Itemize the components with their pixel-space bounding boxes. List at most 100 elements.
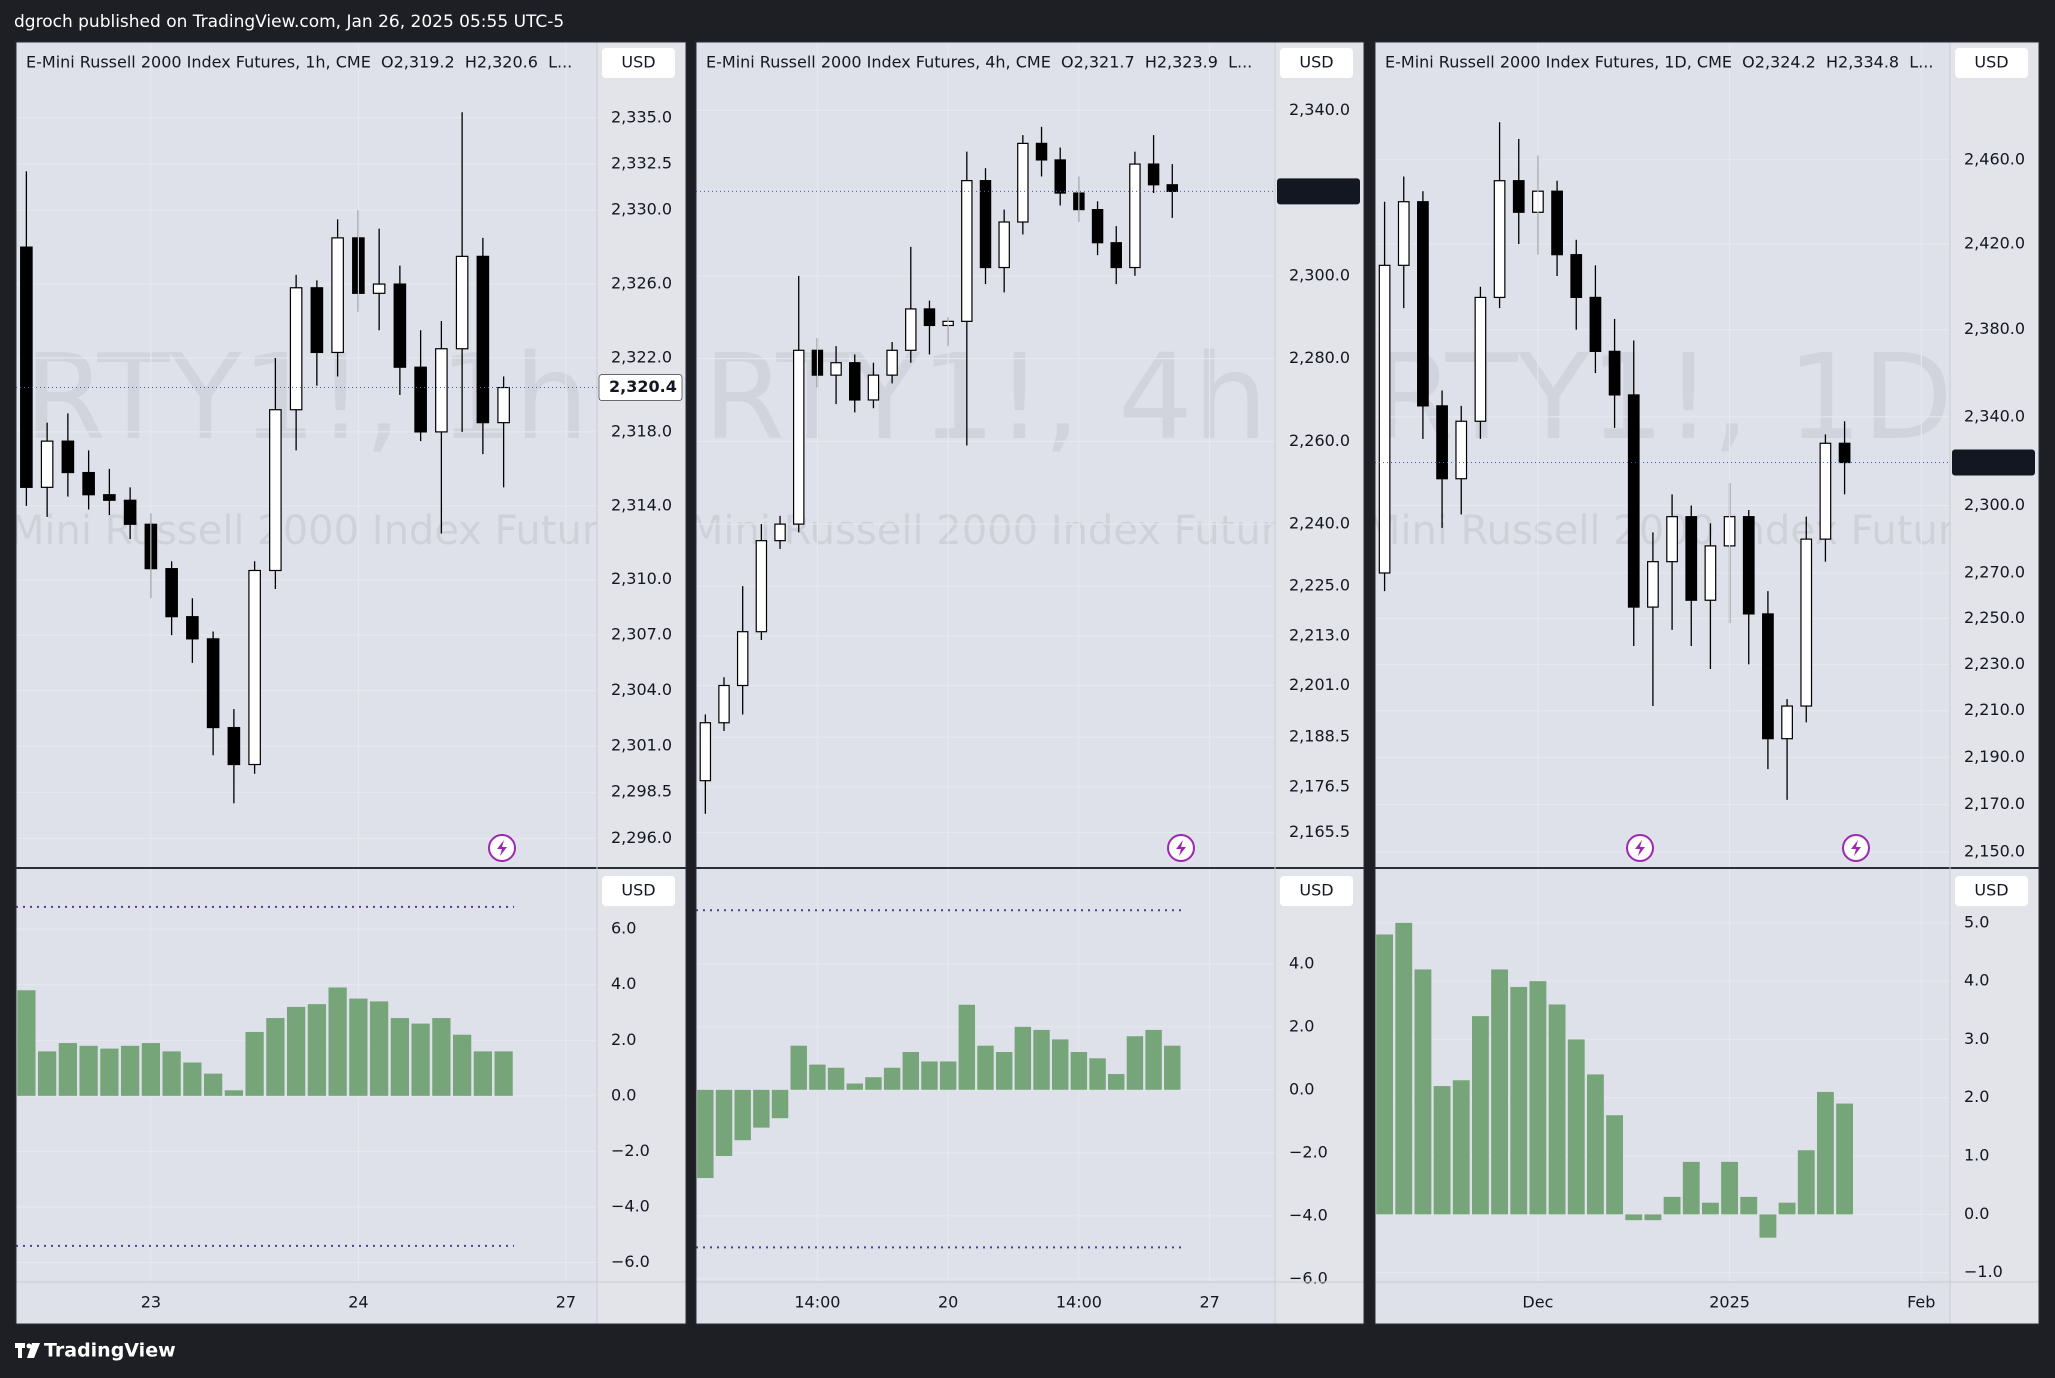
candle-body — [1474, 296, 1487, 422]
y-tick-label: 2.0 — [1289, 1016, 1314, 1035]
y-tick-label: 2,230.0 — [1964, 654, 2025, 673]
histogram-bar — [715, 1089, 733, 1156]
candle-body — [1455, 420, 1468, 480]
candle-body — [435, 348, 448, 433]
candle-body — [830, 362, 842, 376]
y-tick-label: 2,301.0 — [611, 736, 672, 755]
candle-body — [849, 362, 861, 401]
histogram-bar — [1510, 986, 1528, 1215]
histogram-bar — [1126, 1036, 1144, 1090]
plot-background — [1375, 42, 1950, 1324]
histogram-bar — [846, 1083, 863, 1090]
histogram-bar — [1625, 1214, 1643, 1221]
currency-badge — [1280, 876, 1353, 906]
currency-label: USD — [621, 53, 655, 72]
candle-body — [1493, 180, 1506, 299]
candle-body — [414, 366, 427, 433]
histogram-bar — [1778, 1202, 1796, 1215]
candle-body — [961, 180, 973, 322]
histogram-bar — [1070, 1052, 1088, 1090]
candle-body — [1742, 516, 1755, 615]
candle-body — [310, 287, 324, 354]
y-tick-label: 3.0 — [1964, 1029, 1989, 1048]
y-tick-label: 2,210.0 — [1964, 700, 2025, 719]
histogram-bar — [120, 1045, 140, 1096]
watermark-subtitle: E-Mini Russell 2000 Index Futures — [649, 508, 1322, 554]
y-tick-label: 2,201.0 — [1289, 675, 1350, 694]
currency-label: USD — [621, 881, 655, 900]
x-tick-label: 2025 — [1709, 1293, 1750, 1312]
y-tick-label: 4.0 — [1289, 953, 1314, 972]
price-pane: RTY1!, 1h E-Mini Russell 2000 Index Futur… — [0, 112, 643, 839]
histogram-bar — [1491, 969, 1509, 1215]
x-tick-label: 27 — [556, 1293, 576, 1312]
panel-frame — [15, 41, 687, 1325]
y-tick-label: 0.0 — [1289, 1079, 1314, 1098]
y-tick-label: 2.0 — [1964, 1087, 1989, 1106]
y-tick-label: 0.0 — [1964, 1204, 1989, 1223]
x-tick-label: 14:00 — [1056, 1293, 1102, 1312]
x-tick-label: Feb — [1907, 1293, 1935, 1312]
candle-body — [289, 287, 303, 411]
histogram-bar — [349, 998, 368, 1096]
histogram-bar — [1797, 1150, 1815, 1215]
histogram-bar — [939, 1061, 957, 1090]
currency-label: USD — [1974, 53, 2008, 72]
y-tick-label: 0.0 — [611, 1085, 636, 1104]
histogram-bar — [390, 1018, 410, 1096]
candle-body — [1685, 516, 1698, 601]
currency-badge — [1280, 48, 1353, 78]
x-tick-label: 27 — [1199, 1293, 1219, 1312]
candle-body — [372, 283, 386, 294]
x-tick-label: 20 — [938, 1293, 958, 1312]
y-tick-label: 2,322.0 — [611, 347, 672, 366]
histogram-bar — [17, 990, 36, 1096]
histogram-bar — [37, 1051, 57, 1096]
histogram-bar — [1836, 1103, 1854, 1215]
candle-body — [455, 255, 469, 350]
chart-title: E-Mini Russell 2000 Index Futures, 4h, C… — [706, 53, 1252, 72]
watermark-subtitle: E-Mini Russell 2000 Index Futures — [0, 508, 643, 554]
candle-body — [774, 523, 786, 542]
candle-body — [1129, 163, 1141, 269]
histogram-bar — [432, 1018, 451, 1096]
histogram-bar — [1586, 1074, 1604, 1215]
histogram-bar — [1414, 969, 1432, 1215]
y-tick-label: 2,225.0 — [1289, 576, 1350, 595]
x-tick-label: 14:00 — [794, 1293, 840, 1312]
last-price-box — [1277, 178, 1360, 205]
candle-body — [40, 440, 54, 488]
histogram-bar — [1682, 1161, 1700, 1215]
price-pane: RTY1!, 4h E-Mini Russell 2000 Index Futur… — [649, 109, 1322, 833]
histogram-bar — [827, 1067, 845, 1090]
histogram-bar — [1567, 1039, 1585, 1215]
chart-title: E-Mini Russell 2000 Index Futures, 1D, C… — [1385, 53, 1933, 72]
y-tick-label: 2,304.0 — [611, 680, 672, 699]
histogram-bar — [79, 1045, 98, 1096]
candle-body — [20, 246, 33, 488]
candle-body — [393, 283, 407, 368]
histogram-bar — [369, 1001, 389, 1096]
histogram-bar — [100, 1048, 119, 1096]
y-tick-label: 2,170.0 — [1964, 794, 2025, 813]
y-tick-label: −2.0 — [1289, 1142, 1328, 1161]
candle-body — [1762, 613, 1774, 740]
histogram-bar — [58, 1043, 78, 1096]
histogram-bar — [865, 1077, 882, 1090]
candle-body — [206, 638, 220, 729]
y-tick-label: 2,260.0 — [1289, 431, 1350, 450]
x-tick-label: 23 — [141, 1293, 161, 1312]
candle-body — [497, 386, 510, 424]
candle-body — [1017, 142, 1029, 223]
y-tick-label: 2,332.5 — [611, 153, 672, 172]
candle-body — [186, 616, 199, 640]
histogram-bar — [790, 1045, 807, 1090]
histogram-bar — [1759, 1214, 1777, 1238]
candle-body — [905, 308, 917, 351]
candle-body — [1704, 545, 1717, 601]
histogram-bar — [697, 1089, 714, 1179]
y-tick-label: 2,176.5 — [1289, 776, 1350, 795]
candle-body — [755, 540, 768, 633]
y-tick-label: 2,270.0 — [1964, 562, 2025, 581]
